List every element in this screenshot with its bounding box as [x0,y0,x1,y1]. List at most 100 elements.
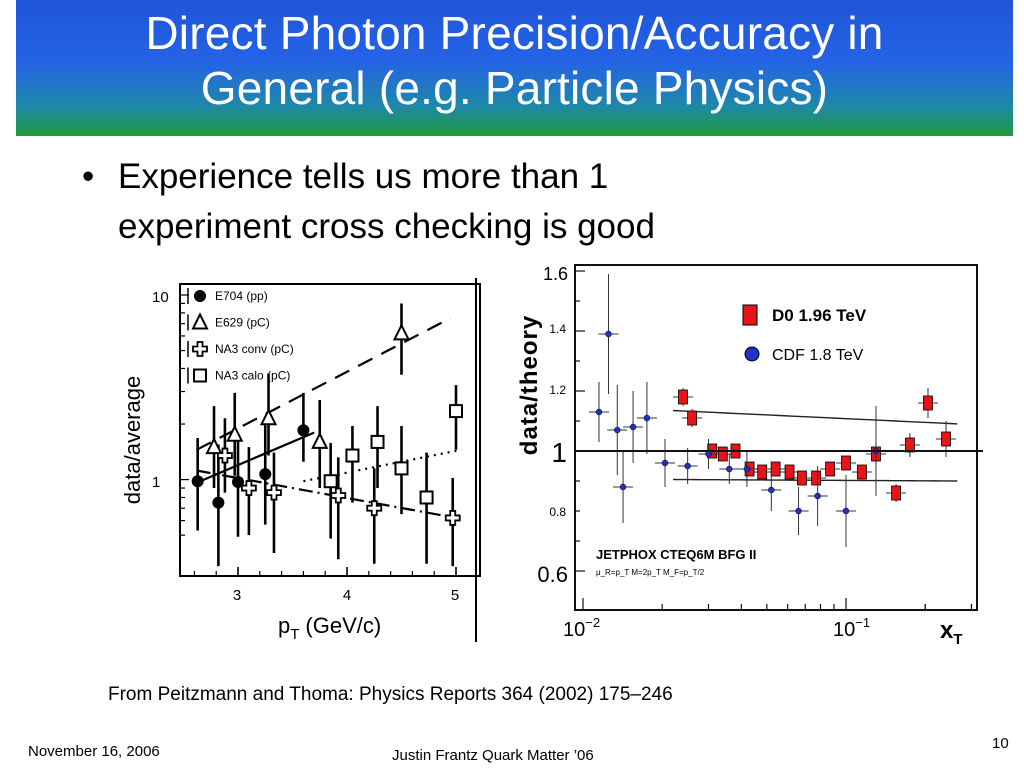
point-marker [614,426,621,434]
left-point-e704-pp [259,425,272,525]
legend-swatch-d0 [742,304,758,326]
theory-scales-annotation: μ_R=p_T M=2p_T M_F=p_T/2 [596,568,705,577]
right-point-cdf-1-8-tev [736,451,757,487]
legend-label-d0: D0 1.96 TeV [772,306,867,325]
point-marker [905,437,915,453]
theory-annotation: JETPHOX CTEQ6M BFG II [596,547,756,562]
right-y-tick-1: 1 [551,437,567,468]
right-point-d0-1-96-tev [779,464,800,480]
point-marker [797,470,807,486]
right-point-cdf-1-8-tev [654,439,675,487]
right-point-cdf-1-8-tev [677,448,698,484]
point-marker [266,484,282,501]
point-marker [444,510,461,526]
footer-author: Justin Frantz Quark Matter ’06 [392,747,594,764]
left-point-e704-pp [212,444,225,567]
na3-calo-fit-line [303,448,462,483]
point-marker [217,447,233,464]
right-point-d0-1-96-tev [851,464,872,480]
left-legend-label: NA3 conv (pC) [215,342,294,356]
right-point-cdf-1-8-tev [636,382,657,454]
left-y-axis-label: data/average [120,376,145,504]
point-marker [825,461,835,477]
na3-conv-fit-line [196,469,453,519]
right-point-cdf-1-8-tev [836,475,856,547]
point-marker [678,389,688,405]
point-marker [784,464,795,480]
right-point-d0-1-96-tev [682,409,703,427]
point-marker [191,475,204,488]
point-marker [345,448,360,463]
point-marker [311,431,329,449]
point-marker [795,507,802,515]
point-marker [841,455,851,471]
left-plot-frame [179,283,481,577]
title-bar: Direct Photon Precision/Accuracy in Gene… [16,0,1013,136]
right-y-tick-0.6: 0.6 [537,562,568,587]
left-point-e629-pc [311,399,329,489]
chart-data-over-average: E704 (pp) E629 (pC) NA3 conv (pC) NA3 calo … [112,278,492,642]
left-x-tick-4: 4 [343,587,351,604]
point-marker [770,461,781,477]
right-y-tick-1.6: 1.6 [543,264,568,284]
left-point-na3-calo-pc [370,406,385,489]
point-marker [743,465,751,473]
left-point-na3-conv-pc [217,418,233,493]
point-marker [923,395,933,411]
right-point-d0-1-96-tev [806,470,827,486]
point-marker [814,492,821,500]
point-marker [194,290,206,302]
left-point-e629-pc [205,406,223,489]
right-point-d0-1-96-tev [917,388,938,418]
left-legend-item: E704 (pp) [187,288,268,304]
left-point-e704-pp [297,392,310,462]
point-marker [757,464,768,480]
left-point-e629-pc [259,373,278,456]
right-point-cdf-1-8-tev [588,382,609,442]
point-marker [419,490,434,505]
left-legend-label: NA3 calo (pC) [215,369,290,383]
right-plot-frame [574,264,978,611]
left-x-tick-3: 3 [233,587,241,604]
bullet-text: Experience tells us more than 1 experime… [118,152,838,252]
point-marker [811,470,822,486]
title-line-1: Direct Photon Precision/Accuracy in [145,7,884,59]
point-marker [619,483,627,491]
point-marker [605,330,612,338]
theory-upper-band [673,409,958,425]
left-point-e704-pp [191,438,204,531]
point-marker [259,407,278,426]
point-marker [595,408,603,416]
point-marker [717,446,728,462]
point-marker [449,404,463,419]
point-marker [643,414,651,422]
figure-caption: From Peitzmann and Thoma: Physics Report… [108,684,673,705]
right-point-d0-1-96-tev [899,433,920,457]
page-number: 10 [992,735,1009,752]
bullet-line-2: experiment cross checking is good [118,207,655,246]
left-point-na3-calo-pc [345,426,360,503]
point-marker [205,436,223,455]
bullet-line-1: Experience tells us more than 1 [118,157,609,196]
bullet-dot: • [82,157,95,196]
point-marker [842,507,850,515]
right-point-cdf-1-8-tev [719,454,740,484]
point-marker [941,431,951,447]
right-point-d0-1-96-tev [672,388,693,406]
left-point-na3-conv-pc [366,468,383,564]
point-marker [394,461,409,476]
right-point-cdf-1-8-tev [788,487,809,535]
right-point-cdf-1-8-tev [613,451,634,523]
left-legend-item: NA3 conv (pC) [187,341,294,357]
left-point-na3-conv-pc [241,447,257,536]
point-marker [370,434,385,449]
left-y-tick-1: 1 [152,474,160,491]
left-point-na3-calo-pc [323,442,338,539]
point-marker [661,459,669,467]
left-point-na3-conv-pc [266,452,282,554]
point-marker [768,486,775,494]
point-marker [323,474,338,489]
right-point-cdf-1-8-tev [698,439,719,469]
left-legend-label: E704 (pp) [215,289,268,303]
right-point-cdf-1-8-tev [607,385,628,475]
